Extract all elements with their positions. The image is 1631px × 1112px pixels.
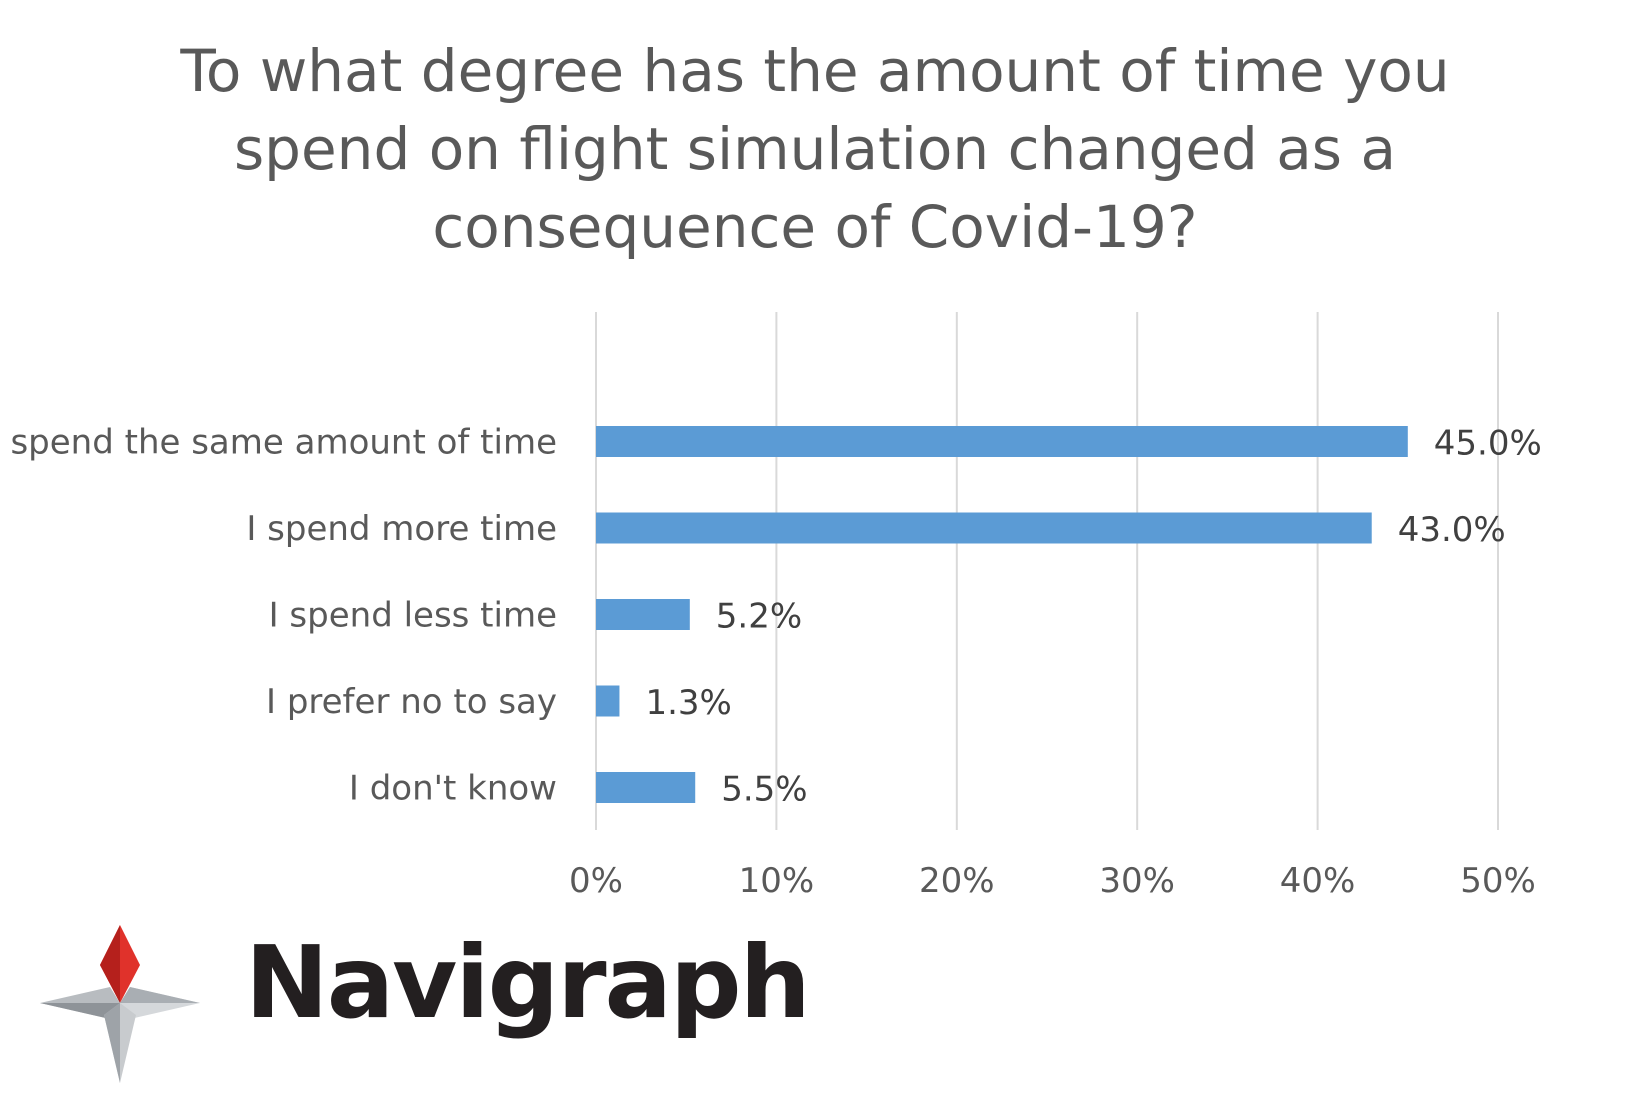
chart-title: To what degree has the amount of time yo… <box>115 32 1515 266</box>
data-label: 5.5% <box>721 770 807 810</box>
category-label: I spend less time <box>269 596 557 636</box>
data-label: 43.0% <box>1398 510 1506 550</box>
category-label: I spend more time <box>246 509 557 549</box>
bar <box>596 599 690 630</box>
chart-title-line: consequence of Covid-19? <box>432 193 1198 261</box>
x-tick-label: 30% <box>1099 861 1175 901</box>
chart-title-line: spend on flight simulation changed as a <box>233 115 1397 183</box>
value-labels: 45.0% 43.0% 5.2% 1.3% 5.5% <box>645 424 1541 810</box>
bar <box>596 426 1408 457</box>
x-tick-label: 10% <box>739 861 815 901</box>
data-label: 5.2% <box>716 597 802 637</box>
navigraph-logo: Navigraph <box>40 915 811 1085</box>
data-label: 45.0% <box>1434 424 1542 464</box>
gridlines <box>595 312 1499 830</box>
bar <box>596 685 620 717</box>
x-tick-label: 20% <box>919 861 995 901</box>
x-tick-label: 40% <box>1280 861 1356 901</box>
category-labels: I spend the same amount of time I spend m… <box>0 423 557 809</box>
compass-star-icon <box>40 925 200 1083</box>
bar <box>596 512 1372 544</box>
x-tick-label: 50% <box>1460 861 1536 901</box>
logo-wordmark: Navigraph <box>245 924 811 1041</box>
category-label: I prefer no to say <box>266 682 557 722</box>
category-label: I spend the same amount of time <box>0 423 557 463</box>
bars <box>596 426 1408 803</box>
x-axis-ticks: 0% 10% 20% 30% 40% 50% <box>569 861 1536 901</box>
category-label: I don't know <box>349 769 557 809</box>
x-tick-label: 0% <box>569 861 623 901</box>
data-label: 1.3% <box>645 683 731 723</box>
chart-title-line: To what degree has the amount of time yo… <box>180 37 1450 105</box>
bar <box>596 772 696 803</box>
